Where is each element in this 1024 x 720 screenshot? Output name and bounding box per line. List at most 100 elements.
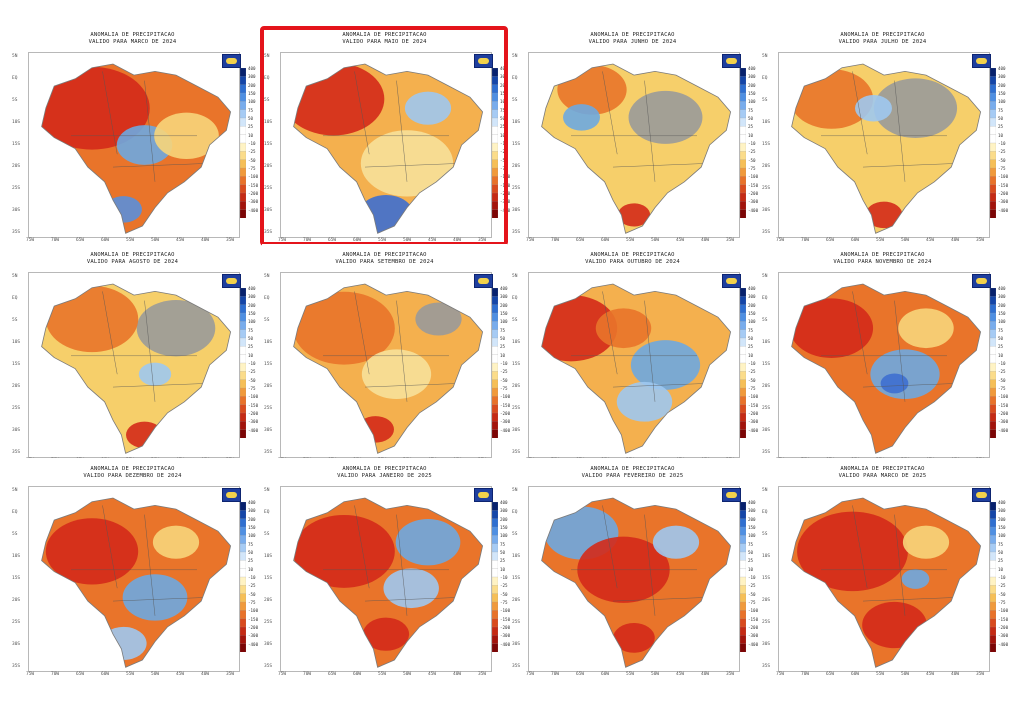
colorbar-label: -400 <box>998 427 1009 433</box>
colorbar-swatch <box>240 387 246 397</box>
latitude-label: 15S <box>264 576 273 581</box>
colorbar-swatch <box>740 585 746 595</box>
colorbar-swatch <box>740 176 746 186</box>
longitude-label: 35W <box>726 238 735 243</box>
colorbar-swatch <box>740 518 746 528</box>
anomaly-region <box>122 574 188 621</box>
colorbar-swatch <box>740 167 746 177</box>
colorbar-label: 150 <box>998 91 1006 96</box>
colorbar-label: 400 <box>748 66 756 71</box>
colorbar-swatch <box>492 362 498 372</box>
state-boundary <box>852 71 868 155</box>
colorbar-label: -10 <box>248 575 256 580</box>
colorbar-swatch <box>740 396 746 406</box>
colorbar-swatch <box>990 296 996 306</box>
colorbar-swatch <box>740 568 746 578</box>
colorbar-label: -300 <box>248 199 259 205</box>
colorbar-label: 10 <box>998 352 1004 358</box>
anomaly-region <box>45 518 139 585</box>
map-frame <box>778 52 990 238</box>
latitude-label: 25S <box>12 406 21 411</box>
colorbar <box>990 502 996 652</box>
colorbar-swatch <box>740 387 746 397</box>
state-boundary <box>102 71 118 155</box>
colorbar-swatch <box>740 126 746 136</box>
colorbar-label: 200 <box>748 516 756 522</box>
anomaly-region <box>105 196 142 223</box>
anomaly-region <box>293 291 395 365</box>
colorbar-label: 300 <box>748 508 756 514</box>
colorbar-label: 150 <box>998 311 1006 316</box>
anomaly-map-panel: ANOMALIA DE PRECIPITACAO VALIDO PARA JULH… <box>760 24 1009 250</box>
colorbar-swatch <box>990 109 996 119</box>
anomaly-map-panel: ANOMALIA DE PRECIPITACAO VALIDO PARA SETE… <box>262 244 511 470</box>
colorbar-swatch <box>240 635 246 645</box>
colorbar-label: 150 <box>248 311 256 316</box>
longitude-label: 70W <box>303 238 312 243</box>
colorbar-label: 300 <box>748 294 756 300</box>
latitude-label: 15S <box>264 362 273 367</box>
anomaly-region <box>595 308 652 349</box>
colorbar-label: 75 <box>998 541 1004 547</box>
colorbar-swatch <box>990 535 996 545</box>
panel-subtitle: VALIDO PARA SETEMBRO DE 2024 <box>335 259 434 265</box>
colorbar-label: -50 <box>748 591 756 597</box>
colorbar-swatch <box>492 404 498 414</box>
colorbar-swatch <box>990 176 996 186</box>
colorbar-swatch <box>990 321 996 331</box>
longitude-label: 55W <box>626 672 635 677</box>
panel-title: ANOMALIA DE PRECIPITACAO <box>840 466 925 472</box>
colorbar-swatch <box>240 109 246 119</box>
colorbar-swatch <box>740 626 746 636</box>
colorbar-label: 150 <box>748 525 756 530</box>
colorbar-swatch <box>740 346 746 356</box>
colorbar-label: -400 <box>998 641 1009 647</box>
state-boundary <box>354 505 370 589</box>
colorbar-label: -50 <box>248 377 256 383</box>
colorbar-swatch <box>492 296 498 306</box>
colorbar-swatch <box>990 354 996 364</box>
colorbar-label: -10 <box>248 141 256 146</box>
colorbar-swatch <box>740 618 746 628</box>
colorbar-label: 75 <box>748 107 754 113</box>
colorbar-label: 50 <box>500 336 506 341</box>
longitude-label: 45W <box>428 238 437 243</box>
colorbar-swatch <box>990 576 996 586</box>
colorbar-swatch <box>492 551 498 561</box>
colorbar-label: 75 <box>248 107 254 113</box>
colorbar-label: -150 <box>748 616 759 622</box>
latitude-label: 5N <box>762 54 768 59</box>
colorbar <box>740 288 746 438</box>
colorbar-swatch <box>492 610 498 620</box>
colorbar-label: 50 <box>748 116 754 121</box>
colorbar-swatch <box>740 543 746 553</box>
latitude-label: 30S <box>512 208 521 213</box>
anomaly-map-panel: ANOMALIA DE PRECIPITACAO VALIDO PARA JANE… <box>262 458 510 684</box>
latitude-label: 5N <box>762 488 768 493</box>
colorbar-label: 75 <box>500 541 506 547</box>
colorbar-swatch <box>990 502 996 511</box>
colorbar-label: 100 <box>248 533 256 539</box>
longitude-label: 55W <box>876 672 885 677</box>
latitude-label: 5N <box>264 54 270 59</box>
colorbar-swatch <box>492 518 498 528</box>
colorbar-label: -25 <box>500 149 508 155</box>
colorbar-label: -75 <box>248 166 256 171</box>
colorbar-label: -150 <box>748 182 759 188</box>
longitude-label: 65W <box>328 238 337 243</box>
colorbar-label: 400 <box>248 500 256 505</box>
colorbar-label: -150 <box>998 616 1009 622</box>
anomaly-region <box>100 626 147 660</box>
colorbar-swatch <box>240 535 246 545</box>
anomaly-map-panel: ANOMALIA DE PRECIPITACAO VALIDO PARA OUTU… <box>510 244 758 470</box>
colorbar-label: -300 <box>500 419 511 425</box>
colorbar-swatch <box>492 560 498 570</box>
colorbar-swatch <box>740 601 746 611</box>
colorbar-swatch <box>492 429 498 438</box>
state-boundary <box>602 291 618 375</box>
colorbar-label: -100 <box>998 394 1009 400</box>
colorbar-label: -150 <box>998 182 1009 188</box>
colorbar-label: 150 <box>500 311 508 316</box>
colorbar-label: 200 <box>998 516 1006 522</box>
longitude-label: 70W <box>51 672 60 677</box>
